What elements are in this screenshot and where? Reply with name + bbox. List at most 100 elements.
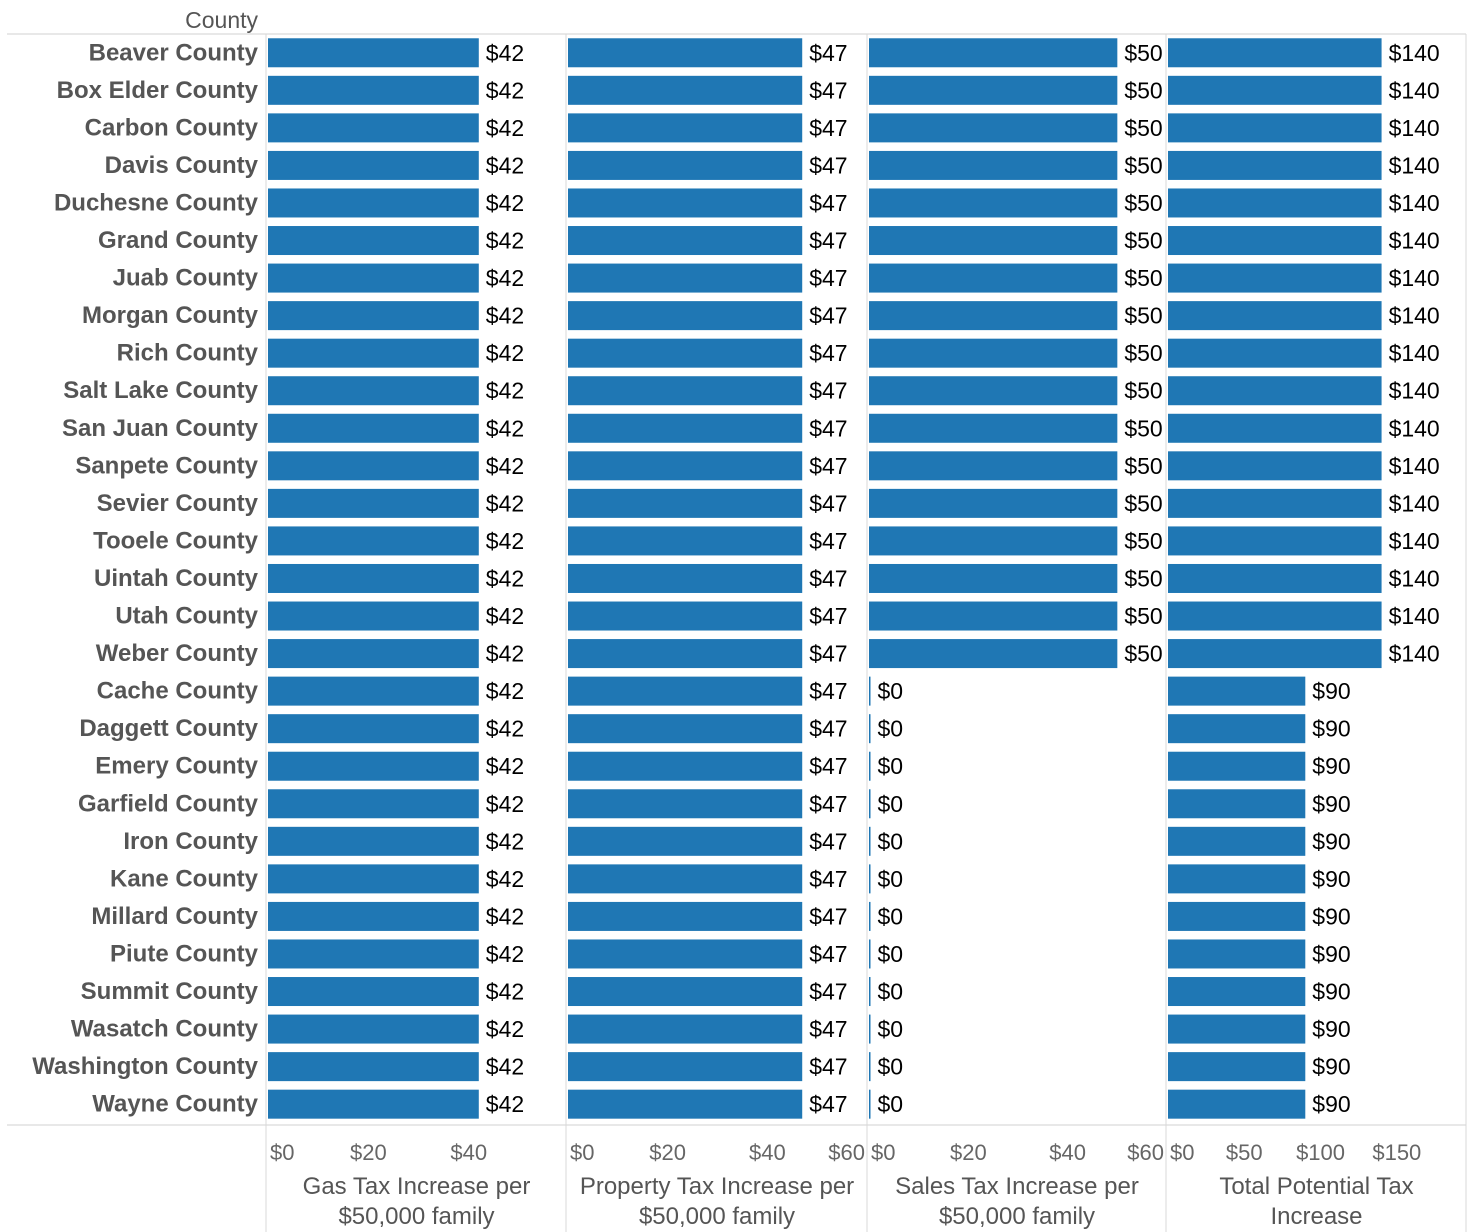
bar: [268, 226, 479, 256]
bar-value-label: $90: [1312, 903, 1350, 929]
axis-tick-label: $100: [1296, 1140, 1345, 1165]
bar: [1168, 301, 1382, 331]
bar: [869, 901, 871, 931]
bar-value-label: $42: [486, 791, 524, 817]
bar: [268, 864, 479, 894]
row-label: Sevier County: [97, 490, 259, 517]
bar-value-label: $90: [1312, 1054, 1350, 1080]
bar: [268, 75, 479, 105]
bar: [268, 301, 479, 331]
bar: [268, 263, 479, 293]
bar: [1168, 1089, 1306, 1119]
bar-value-label: $90: [1312, 678, 1350, 704]
bar-value-label: $42: [486, 415, 524, 441]
bar: [268, 826, 479, 856]
bar: [268, 1014, 479, 1044]
bar-value-label: $0: [878, 1016, 904, 1042]
bar-value-label: $50: [1124, 340, 1162, 366]
panel-4: $140 $140 $140 $140 $140 $140 $140 $140 $140 $140…: [1168, 38, 1440, 1230]
bar-value-label: $47: [809, 115, 847, 141]
bar: [1168, 639, 1382, 669]
axis-tick-label: $40: [749, 1140, 786, 1165]
row-label: Washington County: [32, 1053, 258, 1080]
bar-value-label: $0: [878, 1054, 904, 1080]
bar-value-label: $90: [1312, 941, 1350, 967]
bar: [1168, 676, 1306, 706]
bar: [869, 188, 1118, 218]
bar: [268, 1052, 479, 1082]
bar: [268, 563, 479, 593]
bar-value-label: $0: [878, 716, 904, 742]
bar: [869, 338, 1118, 368]
axis-tick-label: $40: [450, 1140, 487, 1165]
row-label: Carbon County: [85, 114, 259, 141]
bar-value-label: $42: [486, 378, 524, 404]
bar-value-label: $47: [809, 565, 847, 591]
bar-value-label: $140: [1389, 378, 1440, 404]
bar-value-label: $50: [1124, 415, 1162, 441]
bar-value-label: $47: [809, 228, 847, 254]
bar: [268, 188, 479, 218]
bar-value-label: $50: [1124, 77, 1162, 103]
bar-value-label: $42: [486, 828, 524, 854]
row-label: Kane County: [110, 865, 259, 892]
bar-value-label: $47: [809, 716, 847, 742]
bar: [568, 226, 803, 256]
axis-tick-label: $60: [1127, 1140, 1164, 1165]
bar-value-label: $42: [486, 716, 524, 742]
bar-value-label: $47: [809, 40, 847, 66]
axis-tick-label: $0: [570, 1140, 594, 1165]
row-label: Iron County: [123, 828, 258, 855]
bar-value-label: $42: [486, 1016, 524, 1042]
bar: [1168, 226, 1382, 256]
bar: [268, 751, 479, 781]
bar-value-label: $140: [1389, 228, 1440, 254]
row-label: Emery County: [95, 753, 258, 780]
bar-value-label: $140: [1389, 415, 1440, 441]
axis-tick-label: $0: [871, 1140, 895, 1165]
bar: [268, 376, 479, 406]
bar-value-label: $50: [1124, 603, 1162, 629]
bar-value-label: $140: [1389, 265, 1440, 291]
bar: [568, 789, 803, 819]
bar: [1168, 376, 1382, 406]
bar-value-label: $0: [878, 903, 904, 929]
axis-title: Gas Tax Increase per $50,000 family: [303, 1173, 531, 1230]
bar-value-label: $140: [1389, 190, 1440, 216]
bar: [268, 150, 479, 180]
bar-value-label: $47: [809, 453, 847, 479]
bar: [268, 38, 479, 68]
row-label: Duchesne County: [54, 189, 259, 216]
bar-value-label: $50: [1124, 453, 1162, 479]
axis-title: Property Tax Increase per $50,000 family: [580, 1173, 854, 1230]
bar: [568, 864, 803, 894]
row-label: Grand County: [98, 227, 259, 254]
bar: [869, 526, 1118, 556]
bar: [568, 639, 803, 669]
axis-tick-label: $150: [1372, 1140, 1421, 1165]
bar-value-label: $140: [1389, 340, 1440, 366]
row-label: Rich County: [117, 340, 259, 367]
bar-value-label: $90: [1312, 716, 1350, 742]
bar-value-label: $47: [809, 490, 847, 516]
row-label: Salt Lake County: [63, 377, 258, 404]
row-label: Piute County: [110, 940, 259, 967]
bar: [869, 977, 871, 1007]
bar-value-label: $42: [486, 1091, 524, 1117]
bar: [268, 789, 479, 819]
bar: [268, 901, 479, 931]
bar-value-label: $42: [486, 641, 524, 667]
bar-value-label: $140: [1389, 115, 1440, 141]
bar: [568, 301, 803, 331]
bar-value-label: $90: [1312, 1091, 1350, 1117]
row-label: Tooele County: [93, 527, 259, 554]
bar-value-label: $47: [809, 528, 847, 554]
bar: [1168, 526, 1382, 556]
bar: [1168, 601, 1382, 631]
bar: [869, 1052, 871, 1082]
bar: [1168, 1014, 1306, 1044]
bar: [568, 751, 803, 781]
bar-value-label: $42: [486, 603, 524, 629]
bar: [268, 488, 479, 518]
row-label: Beaver County: [89, 39, 259, 66]
